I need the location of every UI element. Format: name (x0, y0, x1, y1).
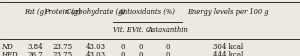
Text: 26.7: 26.7 (28, 51, 43, 56)
Text: 0: 0 (139, 43, 143, 51)
Text: 0: 0 (166, 43, 170, 51)
Text: 0: 0 (120, 43, 125, 51)
Text: ND: ND (2, 43, 13, 51)
Text: HFD: HFD (2, 51, 18, 56)
Text: 0: 0 (120, 51, 125, 56)
Text: 23.75: 23.75 (53, 43, 73, 51)
Text: 0: 0 (166, 51, 170, 56)
Text: Vit. C: Vit. C (131, 26, 151, 34)
Text: Energy levels per 100 g: Energy levels per 100 g (187, 8, 269, 16)
Text: Carbohydrate (g): Carbohydrate (g) (66, 8, 125, 16)
Text: Vit. E: Vit. E (113, 26, 132, 34)
Text: 23.75: 23.75 (53, 51, 73, 56)
Text: Antioxidants (%): Antioxidants (%) (119, 8, 176, 16)
Text: Fat (g): Fat (g) (24, 8, 47, 16)
Text: 3.84: 3.84 (28, 43, 43, 51)
Text: Astaxanthin: Astaxanthin (148, 26, 188, 34)
Text: 43.03: 43.03 (85, 51, 105, 56)
Text: 444 kcal: 444 kcal (213, 51, 243, 56)
Text: 304 kcal: 304 kcal (213, 43, 243, 51)
Text: Protein (g): Protein (g) (45, 8, 81, 16)
Text: 43.03: 43.03 (85, 43, 105, 51)
Text: 0: 0 (139, 51, 143, 56)
